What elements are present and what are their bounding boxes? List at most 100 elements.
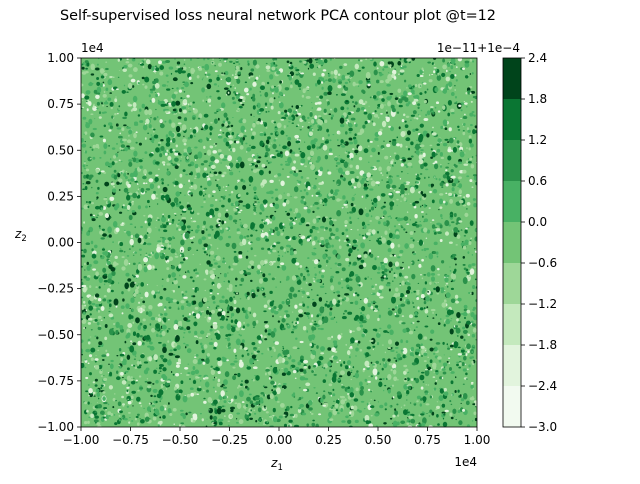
contour-blob: [239, 298, 242, 300]
contour-blob: [120, 149, 123, 152]
contour-blob: [438, 198, 444, 205]
contour-blob: [444, 138, 449, 141]
contour-blob: [387, 216, 390, 218]
contour-blob: [421, 371, 425, 374]
contour-blob: [415, 326, 418, 328]
contour-blob: [473, 175, 477, 181]
contour-blob: [441, 217, 443, 220]
contour-blob: [216, 407, 222, 415]
contour-blob: [198, 374, 202, 377]
contour-blob: [460, 312, 465, 315]
contour-blob: [398, 272, 402, 277]
contour-blob: [166, 171, 170, 176]
contour-blob: [209, 171, 212, 174]
contour-blob: [272, 346, 275, 349]
contour-blob: [285, 135, 288, 137]
contour-blob: [228, 144, 232, 149]
contour-blob: [253, 254, 257, 257]
contour-blob: [272, 249, 277, 253]
contour-blob: [173, 279, 178, 285]
contour-blob: [464, 363, 467, 365]
contour-blob: [136, 285, 139, 287]
contour-blob: [317, 65, 321, 69]
contour-blob: [91, 186, 93, 189]
contour-blob: [411, 273, 416, 280]
contour-blob: [366, 366, 370, 371]
contour-blob: [348, 152, 354, 160]
contour-blob: [392, 165, 395, 167]
contour-blob: [116, 355, 119, 357]
contour-blob: [128, 262, 131, 265]
contour-blob: [398, 126, 401, 130]
contour-blob: [165, 194, 170, 201]
contour-blob: [335, 321, 338, 323]
contour-blob: [247, 157, 253, 162]
contour-blob: [435, 313, 438, 316]
contour-blob: [396, 143, 400, 147]
contour-blob: [232, 117, 234, 118]
contour-blob: [324, 239, 329, 243]
contour-blob: [285, 163, 291, 166]
contour-blob: [324, 216, 328, 219]
contour-blob: [212, 415, 218, 421]
contour-blob: [137, 81, 141, 85]
contour-blob: [358, 264, 364, 270]
contour-blob: [186, 94, 190, 98]
contour-blob: [456, 311, 461, 319]
contour-blob: [86, 231, 91, 236]
contour-blob: [286, 251, 289, 253]
contour-blob: [231, 334, 234, 336]
contour-blob: [162, 384, 165, 386]
contour-blob: [153, 294, 156, 299]
contour-blob: [178, 219, 180, 222]
contour-blob: [123, 187, 129, 193]
contour-blob: [429, 338, 433, 341]
contour-blob: [418, 115, 421, 118]
contour-blob: [174, 58, 176, 61]
contour-blob: [337, 183, 339, 185]
contour-blob: [206, 58, 210, 61]
contour-blob: [367, 388, 371, 392]
contour-blob: [278, 179, 281, 182]
contour-blob: [448, 357, 451, 360]
contour-blob: [321, 269, 325, 273]
contour-blob: [320, 203, 322, 204]
contour-blob: [222, 386, 228, 389]
contour-blob: [99, 82, 103, 88]
contour-blob: [368, 229, 372, 233]
contour-blob: [416, 289, 420, 292]
contour-blob: [123, 230, 127, 233]
contour-blob: [179, 108, 182, 113]
contour-blob: [327, 347, 332, 351]
contour-blob: [327, 91, 332, 95]
contour-blob: [465, 227, 468, 230]
contour-blob: [104, 336, 108, 341]
contour-blob: [447, 148, 452, 153]
contour-blob: [153, 128, 156, 131]
contour-blob: [443, 391, 449, 396]
contour-blob: [147, 310, 153, 317]
contour-blob: [439, 165, 443, 168]
contour-blob: [110, 289, 114, 293]
contour-blob: [94, 317, 96, 320]
contour-blob: [316, 146, 319, 150]
contour-blob: [312, 419, 315, 422]
contour-blob: [195, 313, 201, 319]
contour-blob: [421, 67, 424, 71]
contour-blob: [250, 164, 253, 167]
contour-blob: [404, 188, 408, 191]
contour-blob: [234, 319, 238, 325]
contour-blob: [95, 355, 97, 356]
contour-blob: [408, 415, 413, 419]
contour-blob: [377, 240, 383, 245]
contour-blob: [299, 403, 305, 408]
contour-blob: [90, 413, 94, 418]
contour-blob: [261, 288, 264, 291]
contour-blob: [216, 282, 221, 289]
contour-blob: [346, 402, 350, 408]
contour-blob: [233, 360, 238, 363]
contour-blob: [445, 192, 448, 194]
contour-blob: [86, 409, 89, 413]
contour-blob: [424, 325, 429, 328]
contour-blob: [220, 196, 224, 198]
